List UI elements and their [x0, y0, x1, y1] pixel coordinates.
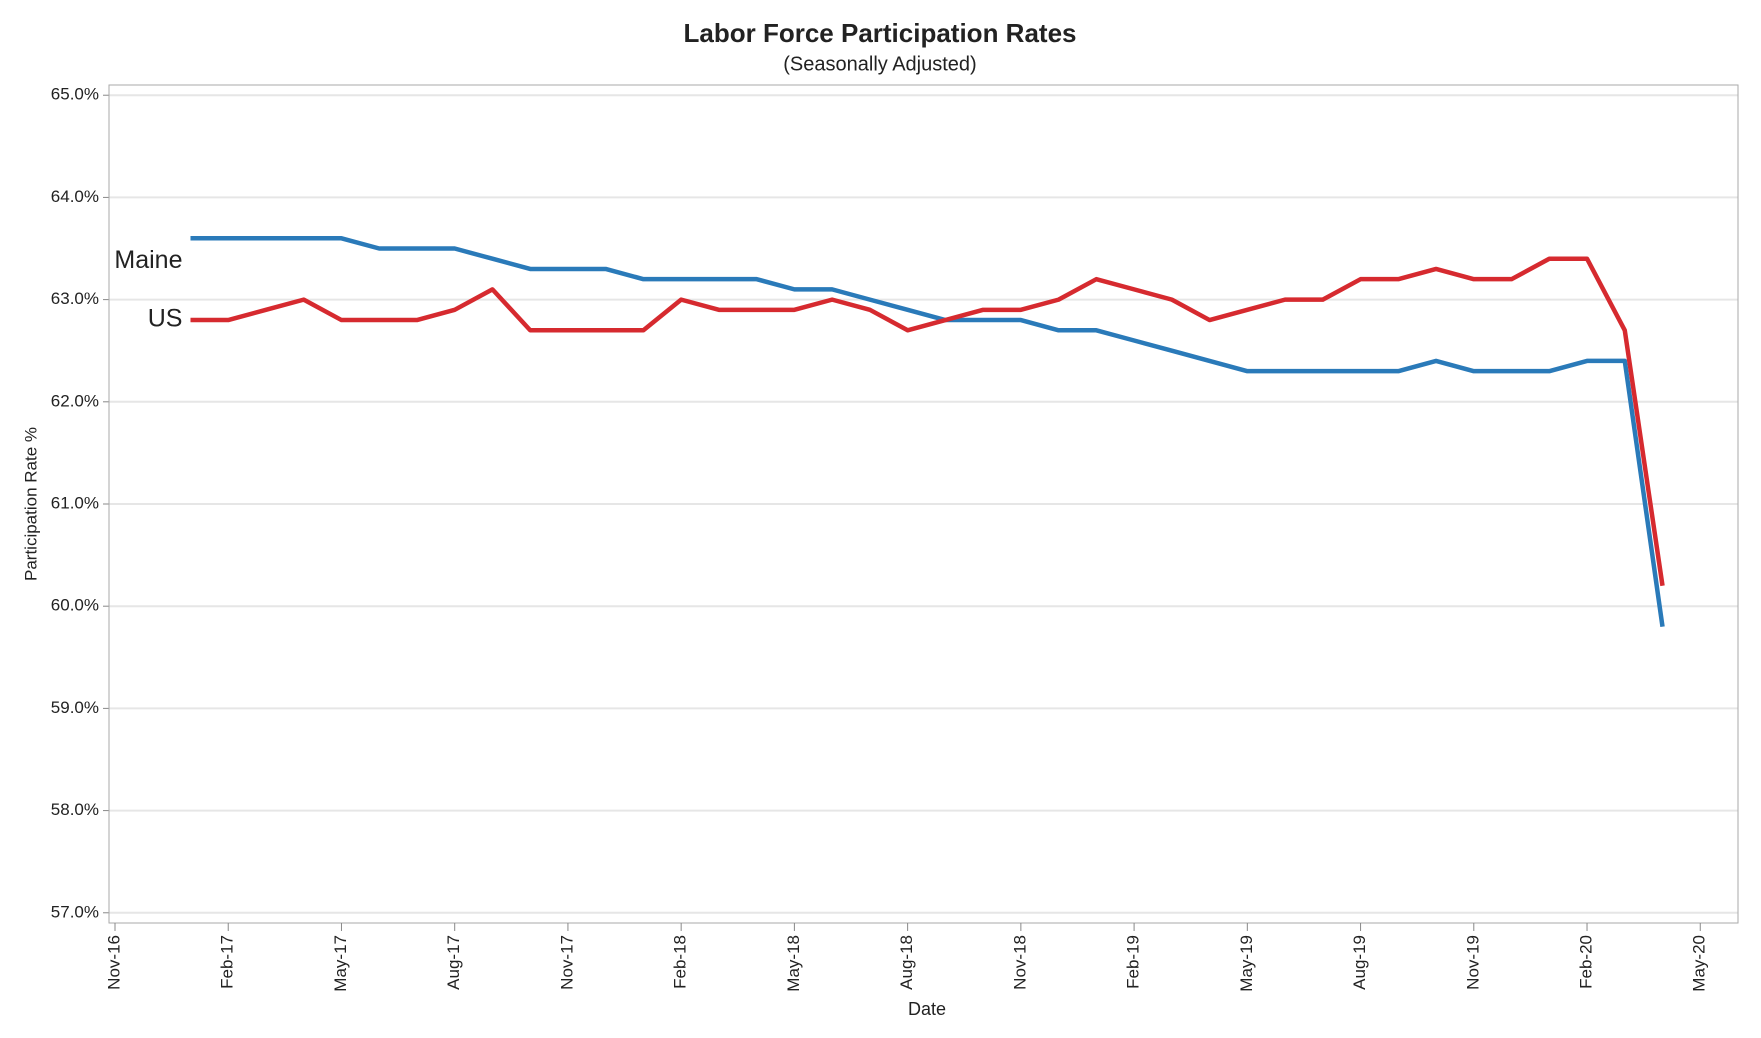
- x-tick-label: Feb-20: [1577, 935, 1596, 989]
- x-tick-label: Aug-18: [897, 935, 916, 990]
- y-tick-label: 57.0%: [51, 902, 99, 921]
- x-tick-label: Aug-17: [444, 935, 463, 990]
- x-tick-label: Feb-18: [671, 935, 690, 989]
- y-axis-label: Participation Rate %: [21, 427, 40, 581]
- series-label: Maine: [114, 246, 182, 274]
- y-tick-label: 62.0%: [51, 391, 99, 410]
- x-tick-label: Nov-18: [1010, 935, 1029, 990]
- y-tick-label: 60.0%: [51, 596, 99, 615]
- x-tick-label: Nov-16: [104, 935, 123, 990]
- x-tick-label: Aug-19: [1350, 935, 1369, 990]
- x-tick-label: Nov-17: [557, 935, 576, 990]
- x-tick-label: May-19: [1237, 935, 1256, 992]
- x-tick-label: Feb-19: [1124, 935, 1143, 989]
- y-tick-label: 58.0%: [51, 800, 99, 819]
- y-tick-label: 63.0%: [51, 289, 99, 308]
- x-tick-label: May-17: [331, 935, 350, 992]
- y-tick-label: 61.0%: [51, 493, 99, 512]
- series-line: [190, 236, 1665, 627]
- chart-title: Labor Force Participation Rates: [684, 18, 1077, 48]
- x-axis-label: Date: [908, 999, 946, 1019]
- plot-frame: [108, 84, 1739, 924]
- x-tick-label: May-20: [1690, 935, 1709, 992]
- series-line: [190, 256, 1665, 587]
- x-tick-label: Feb-17: [218, 935, 237, 989]
- y-tick-label: 65.0%: [51, 85, 99, 104]
- x-tick-label: Nov-19: [1463, 935, 1482, 990]
- y-tick-label: 64.0%: [51, 187, 99, 206]
- y-tick-label: 59.0%: [51, 698, 99, 717]
- x-tick-label: May-18: [784, 935, 803, 992]
- chart-subtitle: (Seasonally Adjusted): [783, 53, 976, 75]
- series-label: US: [148, 305, 183, 333]
